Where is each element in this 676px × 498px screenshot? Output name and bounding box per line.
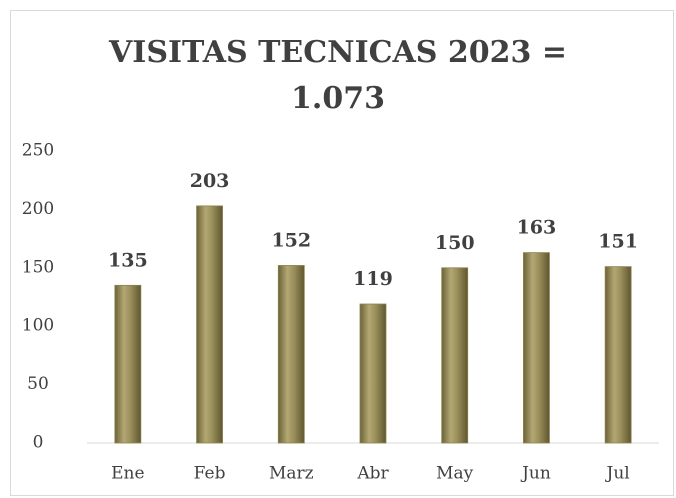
x-tick-label: Marz xyxy=(269,464,314,484)
y-tick-label: 200 xyxy=(22,199,54,219)
bar xyxy=(114,284,142,444)
bar xyxy=(277,265,305,444)
data-label: 203 xyxy=(190,170,230,192)
bar xyxy=(604,266,632,444)
bar xyxy=(196,205,223,444)
data-label: 150 xyxy=(435,232,475,254)
data-label: 152 xyxy=(271,229,311,251)
data-label: 119 xyxy=(353,268,393,290)
x-tick-label: May xyxy=(436,464,474,484)
y-tick-label: 150 xyxy=(22,257,54,277)
x-tick-label: Jul xyxy=(605,464,630,484)
x-tick-label: Feb xyxy=(194,464,226,484)
bar xyxy=(523,252,550,444)
bar xyxy=(359,303,387,444)
x-tick-label: Jun xyxy=(520,464,551,484)
y-tick-label: 50 xyxy=(27,374,49,394)
data-label: 135 xyxy=(108,249,148,271)
data-label: 163 xyxy=(517,217,557,239)
x-tick-label: Ene xyxy=(111,464,144,484)
x-tick-label: Abr xyxy=(356,464,389,484)
data-label: 151 xyxy=(598,231,638,253)
bar xyxy=(441,267,469,444)
chart-title: VISITAS TECNICAS 2023 = 1.073 xyxy=(109,35,567,116)
y-tick-label: 100 xyxy=(22,316,54,336)
y-tick-label: 250 xyxy=(22,141,54,161)
y-tick-label: 0 xyxy=(33,433,44,453)
